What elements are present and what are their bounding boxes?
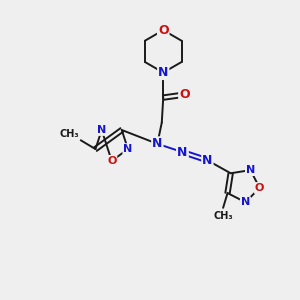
Text: O: O (179, 88, 190, 101)
Text: N: N (177, 146, 188, 159)
Text: N: N (123, 144, 133, 154)
Text: N: N (246, 165, 255, 175)
Text: O: O (158, 24, 169, 37)
Text: CH₃: CH₃ (60, 129, 79, 139)
Text: N: N (152, 137, 163, 150)
Text: CH₃: CH₃ (213, 211, 233, 221)
Text: N: N (202, 154, 213, 167)
Text: N: N (177, 146, 188, 159)
Text: N: N (241, 197, 250, 207)
Text: O: O (107, 156, 116, 166)
Text: N: N (97, 125, 106, 135)
Text: N: N (158, 66, 168, 79)
Text: O: O (255, 183, 264, 193)
